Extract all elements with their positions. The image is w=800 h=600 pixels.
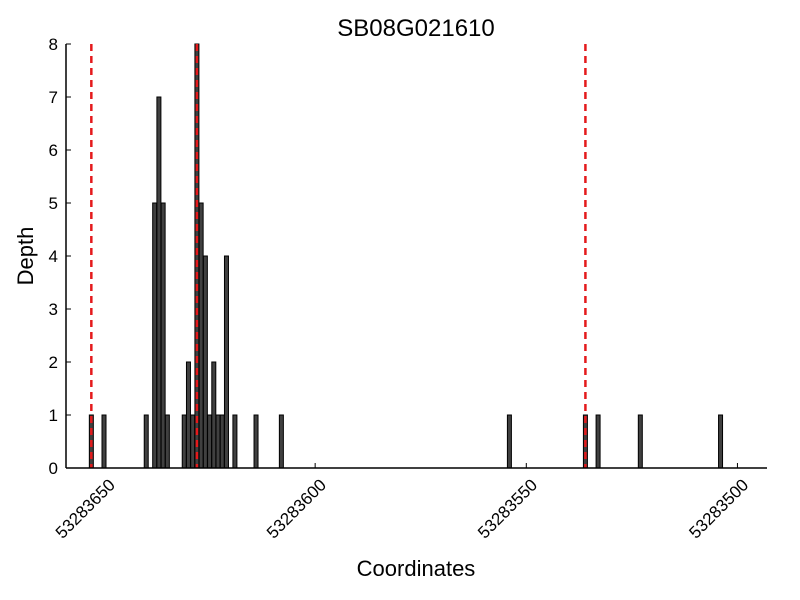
- depth-bar: [101, 414, 107, 469]
- y-tick-label: 1: [49, 406, 58, 425]
- depth-bar: [223, 255, 229, 469]
- depth-bar: [198, 202, 204, 469]
- x-axis: 53283650 53283600 53283550 53283500: [52, 463, 752, 542]
- x-tick-label: 53283650: [52, 475, 119, 542]
- depth-bar: [232, 414, 238, 469]
- x-tick-label: 53283550: [474, 475, 541, 542]
- x-axis-label: Coordinates: [357, 556, 476, 581]
- depth-bar: [219, 414, 225, 469]
- y-tick-label: 5: [49, 194, 58, 213]
- depth-bar: [143, 414, 149, 469]
- depth-bar: [185, 361, 191, 469]
- depth-bar: [637, 414, 643, 469]
- depth-bar: [181, 414, 187, 469]
- y-tick-label: 4: [49, 247, 58, 266]
- y-tick-label: 0: [49, 459, 58, 478]
- depth-bar: [506, 414, 512, 469]
- y-tick-label: 7: [49, 88, 58, 107]
- depth-bar: [253, 414, 259, 469]
- depth-bar: [215, 414, 221, 469]
- boundary-lines: [90, 44, 587, 468]
- depth-bar: [152, 202, 158, 469]
- chart-title: SB08G021610: [337, 15, 494, 42]
- depth-bar: [278, 414, 284, 469]
- bar-series: [88, 43, 724, 469]
- depth-bar: [160, 202, 166, 469]
- y-axis-label: Depth: [13, 227, 38, 286]
- depth-bar: [156, 96, 162, 469]
- y-tick-label: 6: [49, 141, 58, 160]
- depth-bar: [718, 414, 724, 469]
- y-tick-label: 2: [49, 353, 58, 372]
- y-axis: 0 1 2 3 4 5 6 7 8: [49, 35, 71, 478]
- depth-bar: [202, 255, 208, 469]
- depth-bar: [164, 414, 170, 469]
- depth-bar: [207, 414, 213, 469]
- y-tick-label: 8: [49, 35, 58, 54]
- depth-bar: [190, 414, 196, 469]
- depth-bar: [211, 361, 217, 469]
- x-tick-label: 53283500: [685, 475, 752, 542]
- depth-bar: [595, 414, 601, 469]
- x-tick-label: 53283600: [263, 475, 330, 542]
- y-tick-label: 3: [49, 300, 58, 319]
